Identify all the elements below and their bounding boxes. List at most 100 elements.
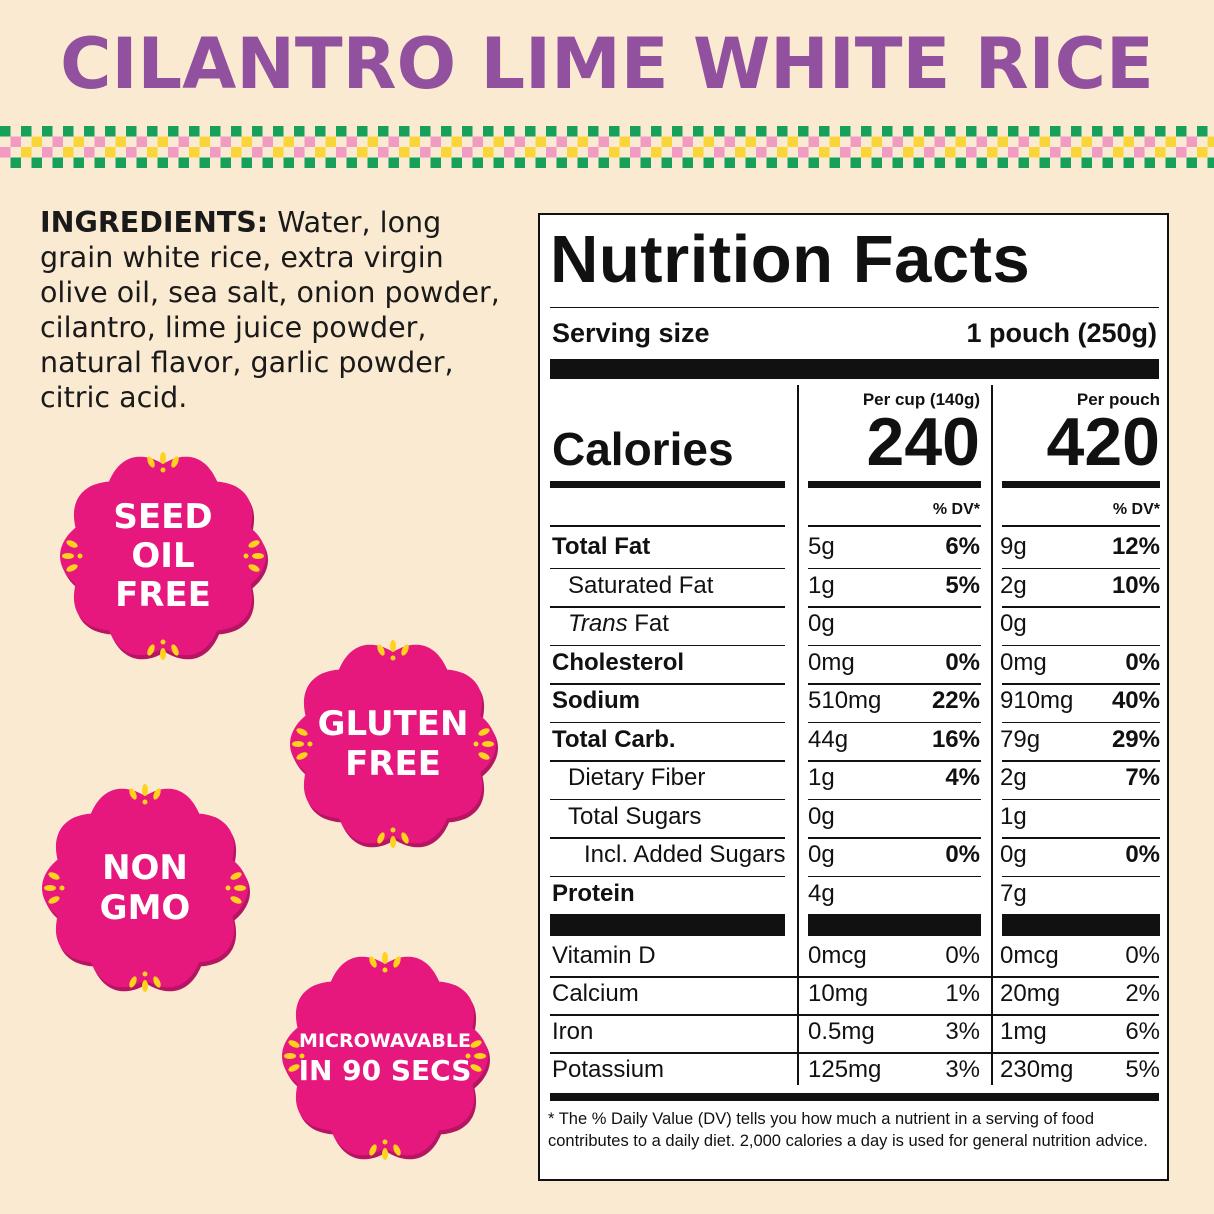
calories-divider [550,481,785,488]
flower-badge-icon [282,952,490,1160]
row-divider [1002,644,1160,646]
serving-size-value: 1 pouch (250g) [966,318,1157,348]
column-separator [991,385,993,1085]
row-divider [550,760,785,762]
nutrition-facts-heading: Nutrition Facts [550,222,1031,297]
row-divider [550,875,785,877]
col1-dv: 5% [945,571,980,599]
nutrient-label: Saturated Fat [568,571,714,599]
col1-amount: 10mg [808,980,869,1007]
col1-header: Per cup (140g) [862,390,980,409]
badge-seed-oil-free-line-3: FREE [115,574,211,615]
col1-amount: 44g [808,725,849,753]
row-divider [808,683,981,685]
row-divider [550,721,785,723]
nutrient-label: Total Carb. [552,725,676,753]
nutrient-label: Trans Fat [568,610,669,637]
nutrient-label-italic: Trans [568,610,628,637]
row-divider [550,1052,1159,1054]
row-divider [1002,721,1160,723]
row-divider [808,875,981,877]
col1-dv: 16% [931,725,980,753]
row-divider [550,567,785,569]
col2-amount: 20mg [1000,980,1061,1007]
col2-amount: 1mg [1000,1018,1047,1045]
col1-calories: 240 [866,404,980,480]
col2-dv: 40% [1111,687,1160,714]
col1-dv: 4% [945,764,980,791]
row-divider [550,683,785,685]
column-separator [797,385,799,1085]
col2-amount: 1g [1000,802,1027,830]
col1-amount: 125mg [808,1056,882,1083]
row-divider [1002,606,1160,608]
badge-non-gmo: NON GMO [32,772,258,1004]
vitamin-label: Vitamin D [552,942,656,969]
col2-amount: 9g [1000,533,1027,560]
row-divider [808,837,981,839]
divider [550,307,1159,308]
col1-dv: 3% [945,1056,980,1083]
nutrient-label: Total Sugars [568,802,702,830]
col1-amount: 0g [808,610,835,637]
badge-gluten-free-line-1: GLUTEN [317,704,469,744]
badge-microwavable-line-1: MICROWAVABLE [299,1030,471,1052]
col1-dv: 0% [945,648,980,676]
col1-dv: 0% [945,841,980,868]
row-divider [808,721,981,723]
row-divider [1002,525,1160,527]
ingredients-list: Water, long grain white rice, extra virg… [40,206,500,414]
col2-dv: 0% [1125,942,1160,969]
calories-label: Calories [552,423,734,475]
nutrient-label: Dietary Fiber [568,764,706,791]
thick-divider [808,914,981,936]
col2-dv: 0% [1125,841,1160,868]
col2-amount: 0g [1000,841,1027,868]
thick-divider [550,914,785,936]
row-divider [550,976,1159,978]
col2-header: Per pouch [1076,390,1160,409]
row-divider [1002,798,1160,800]
flower-badge-icon [42,784,250,992]
col2-dv: 0% [1125,648,1160,676]
col2-amount: 910mg [1000,687,1074,714]
thick-divider [550,359,1159,379]
col1-amount: 0mcg [808,942,867,969]
serving-size-label: Serving size [552,318,710,348]
col2-amount: 0g [1000,610,1027,637]
col1-dv: 0% [945,942,980,969]
nutrient-label: Protein [552,879,635,907]
dv-header-col1: % DV* [932,501,980,518]
row-divider [550,606,785,608]
col2-dv: 29% [1111,725,1160,753]
row-divider [1002,683,1160,685]
row-divider [808,525,981,527]
flower-badge-icon [60,452,268,660]
col2-dv: 5% [1125,1056,1160,1083]
row-divider [1002,875,1160,877]
col2-amount: 0mg [1000,648,1047,676]
product-title: CILANTRO LIME WHITE RICE [60,23,1154,105]
row-divider [550,798,785,800]
col1-amount: 0mg [808,648,855,676]
badge-microwavable: MICROWAVABLE IN 90 SECS [272,940,498,1172]
badge-gluten-free-line-2: FREE [345,744,441,784]
col2-amount: 0mcg [1000,942,1059,969]
col2-amount: 230mg [1000,1056,1074,1083]
nutrient-label: Sodium [552,687,640,714]
row-divider [550,644,785,646]
badge-seed-oil-free-line-1: SEED [113,496,213,537]
col1-amount: 0g [808,802,835,830]
nutrient-label: Incl. Added Sugars [584,841,786,868]
row-divider [808,760,981,762]
row-divider [1002,837,1160,839]
row-divider [1002,760,1160,762]
dv-header-col2: % DV* [1112,501,1160,518]
checkered-divider [0,126,1214,168]
badge-non-gmo-line-1: NON [102,848,188,888]
col2-dv: 12% [1111,533,1160,560]
col1-amount: 0g [808,841,835,868]
col2-amount: 79g [1000,725,1041,753]
badge-seed-oil-free-line-2: OIL [131,535,195,576]
calories-divider [808,481,981,488]
